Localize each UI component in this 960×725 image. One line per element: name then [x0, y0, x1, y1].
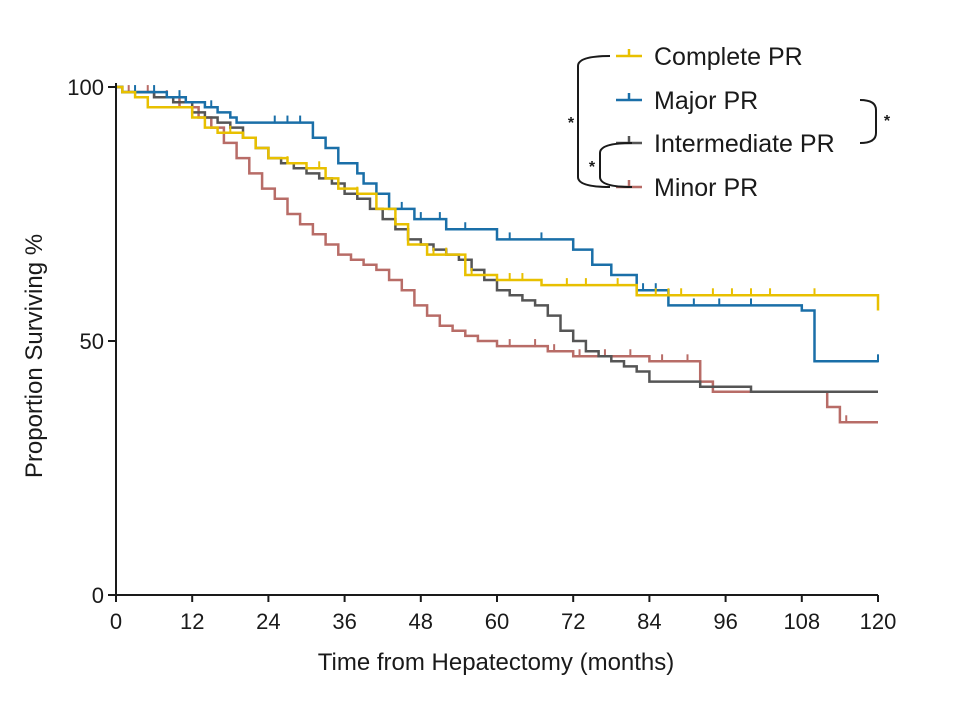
- y-tick-label: 0: [92, 583, 104, 608]
- bracket-complete-minor: [577, 55, 611, 188]
- legend: Complete PR Major PR Intermediate PR Minor …: [568, 43, 891, 202]
- bracket-intermediate-minor: [599, 142, 633, 188]
- axes-layer: 0 12 24 36 48 60 72 84 96 108 120 0 50 100: [67, 75, 896, 634]
- x-tick-label: 108: [783, 609, 820, 634]
- series-layer: [116, 85, 880, 424]
- x-tick-label: 96: [713, 609, 737, 634]
- series-line-minor-pr: [116, 85, 878, 424]
- significance-marker: *: [884, 113, 891, 130]
- x-tick-label: 120: [860, 609, 897, 634]
- x-tick-label: 12: [180, 609, 204, 634]
- legend-label-major-pr: Major PR: [654, 87, 758, 115]
- series-line-complete-pr: [116, 85, 880, 311]
- legend-label-intermediate-pr: Intermediate PR: [654, 130, 835, 158]
- x-axis-title: Time from Hepatectomy (months): [318, 649, 675, 676]
- y-tick-label: 50: [80, 329, 104, 354]
- significance-marker: *: [589, 159, 596, 176]
- x-tick-label: 60: [485, 609, 509, 634]
- significance-marker: *: [568, 115, 575, 132]
- x-tick-label: 84: [637, 609, 661, 634]
- x-tick-label: 72: [561, 609, 585, 634]
- x-tick-label: 0: [110, 609, 122, 634]
- y-tick-label: 100: [67, 75, 104, 100]
- x-tick-label: 24: [256, 609, 280, 634]
- legend-label-minor-pr: Minor PR: [654, 174, 758, 202]
- bracket-major-intermediate: [859, 99, 877, 144]
- legend-label-complete-pr: Complete PR: [654, 43, 803, 71]
- series-line-major-pr: [116, 85, 878, 363]
- x-tick-label: 48: [409, 609, 433, 634]
- y-axis-title: Proportion Surviving %: [21, 234, 48, 478]
- x-tick-label: 36: [332, 609, 356, 634]
